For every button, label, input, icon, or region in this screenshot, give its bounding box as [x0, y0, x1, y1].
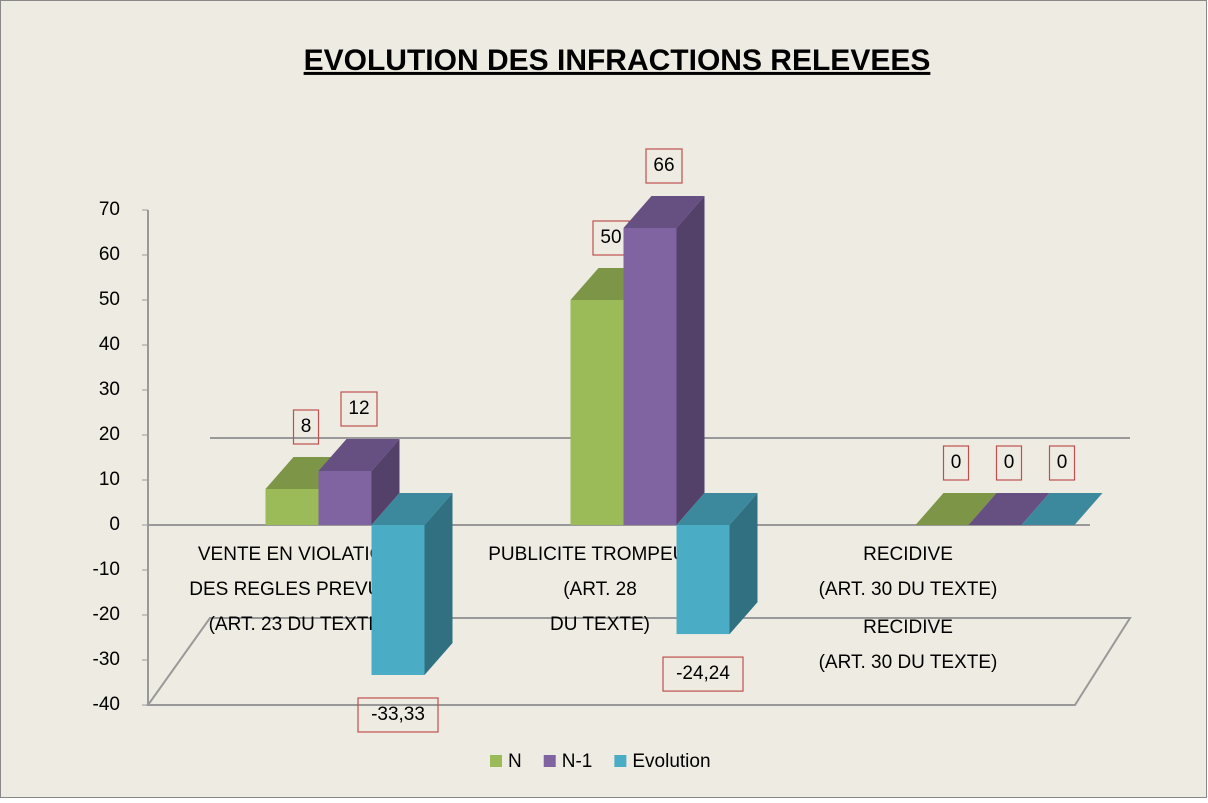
y-tick-label: 70	[99, 199, 120, 220]
x-tick-label-line: VENTE EN VIOLATION	[198, 544, 398, 565]
y-tick-label: 20	[99, 424, 120, 445]
bar-side-shade	[729, 493, 758, 635]
bar-top	[318, 439, 400, 471]
data-label: 8	[301, 416, 312, 437]
bar-top-shade	[318, 439, 400, 471]
data-label: 0	[1057, 452, 1068, 473]
y-tick-label: 50	[99, 289, 120, 310]
x-tick-label-line: (ART. 30 DU TEXTE)	[819, 579, 998, 600]
x-tick-label-line: DES REGLES PREVUES	[189, 579, 407, 600]
y-tick-label: -20	[93, 604, 120, 625]
data-label-box	[995, 445, 1023, 481]
bar-side-shade	[371, 439, 400, 525]
data-label-box	[357, 697, 439, 733]
data-label: -24,24	[676, 663, 730, 684]
y-tick-label: 60	[99, 244, 120, 265]
y-tick-label: -30	[93, 649, 120, 670]
bar-side	[424, 493, 453, 675]
bar	[371, 525, 425, 675]
bar-top	[1021, 493, 1103, 525]
y-tick-label: 0	[109, 514, 120, 535]
bar-top-shade	[915, 493, 997, 525]
bar	[265, 489, 319, 525]
legend-label: N	[508, 751, 522, 772]
x-tick-label: RECIDIVE (ART. 30 DU TEXTE)	[819, 544, 998, 600]
data-label-box	[662, 656, 744, 692]
bar-side	[729, 493, 758, 635]
x-tick-label-line: PUBLICITE TROMPEUSE	[488, 544, 711, 565]
y-tick-label: -10	[93, 559, 120, 580]
bar-side-shade	[424, 493, 453, 675]
bar	[570, 300, 624, 525]
bar-top-shade	[1021, 493, 1103, 525]
annotation-line: (ART. 30 DU TEXTE)	[819, 652, 998, 673]
bar-side	[676, 196, 705, 525]
bar-top-shade	[371, 493, 453, 525]
bar-side	[371, 439, 400, 525]
bar-top-shade	[968, 493, 1050, 525]
bar	[318, 471, 372, 525]
x-tick-label-line: DU TEXTE)	[550, 614, 650, 635]
data-label: 50	[600, 227, 621, 248]
legend-label: Evolution	[632, 751, 710, 772]
data-label-box	[942, 445, 970, 481]
annotation-line: RECIDIVE	[863, 617, 953, 638]
data-label-box	[340, 391, 378, 427]
bar	[676, 525, 730, 635]
x-tick-label-line: RECIDIVE	[863, 544, 953, 565]
legend-label: N-1	[562, 751, 593, 772]
data-label-box	[1048, 445, 1076, 481]
x-tick-label: PUBLICITE TROMPEUSE (ART. 28 DU TEXTE)	[488, 544, 711, 635]
bar-top-shade	[623, 196, 705, 228]
annotation: RECIDIVE (ART. 30 DU TEXTE)	[819, 617, 998, 673]
legend-swatch	[490, 755, 502, 767]
bar-top	[371, 493, 453, 525]
bar	[623, 228, 677, 525]
legend-swatch	[614, 755, 627, 767]
floor	[146, 617, 1132, 706]
data-label: 12	[348, 398, 369, 419]
x-tick-label: VENTE EN VIOLATION DES REGLES PREVUES (ART…	[189, 544, 407, 635]
legend-swatch	[543, 755, 556, 767]
chart-title: EVOLUTION DES INFRACTIONS RELEVEES	[304, 44, 931, 77]
data-label-box	[292, 409, 320, 445]
y-tick-label: 30	[99, 379, 120, 400]
bar-top	[676, 493, 758, 525]
bar-top	[915, 493, 997, 525]
data-label-box	[645, 148, 683, 184]
data-label: -33,33	[371, 704, 425, 725]
data-label: 0	[951, 452, 962, 473]
bar-side-shade	[676, 196, 705, 525]
data-label: 0	[1004, 452, 1015, 473]
x-tick-label-line: (ART. 23 DU TEXTE)	[209, 614, 388, 635]
bar-top	[623, 196, 705, 228]
y-tick-label: -40	[93, 694, 120, 715]
data-label: 66	[653, 155, 674, 176]
y-tick-label: 40	[99, 334, 120, 355]
x-tick-label-line: (ART. 28	[563, 579, 637, 600]
bar-top	[968, 493, 1050, 525]
y-tick-label: 10	[99, 469, 120, 490]
bar-top-shade	[676, 493, 758, 525]
